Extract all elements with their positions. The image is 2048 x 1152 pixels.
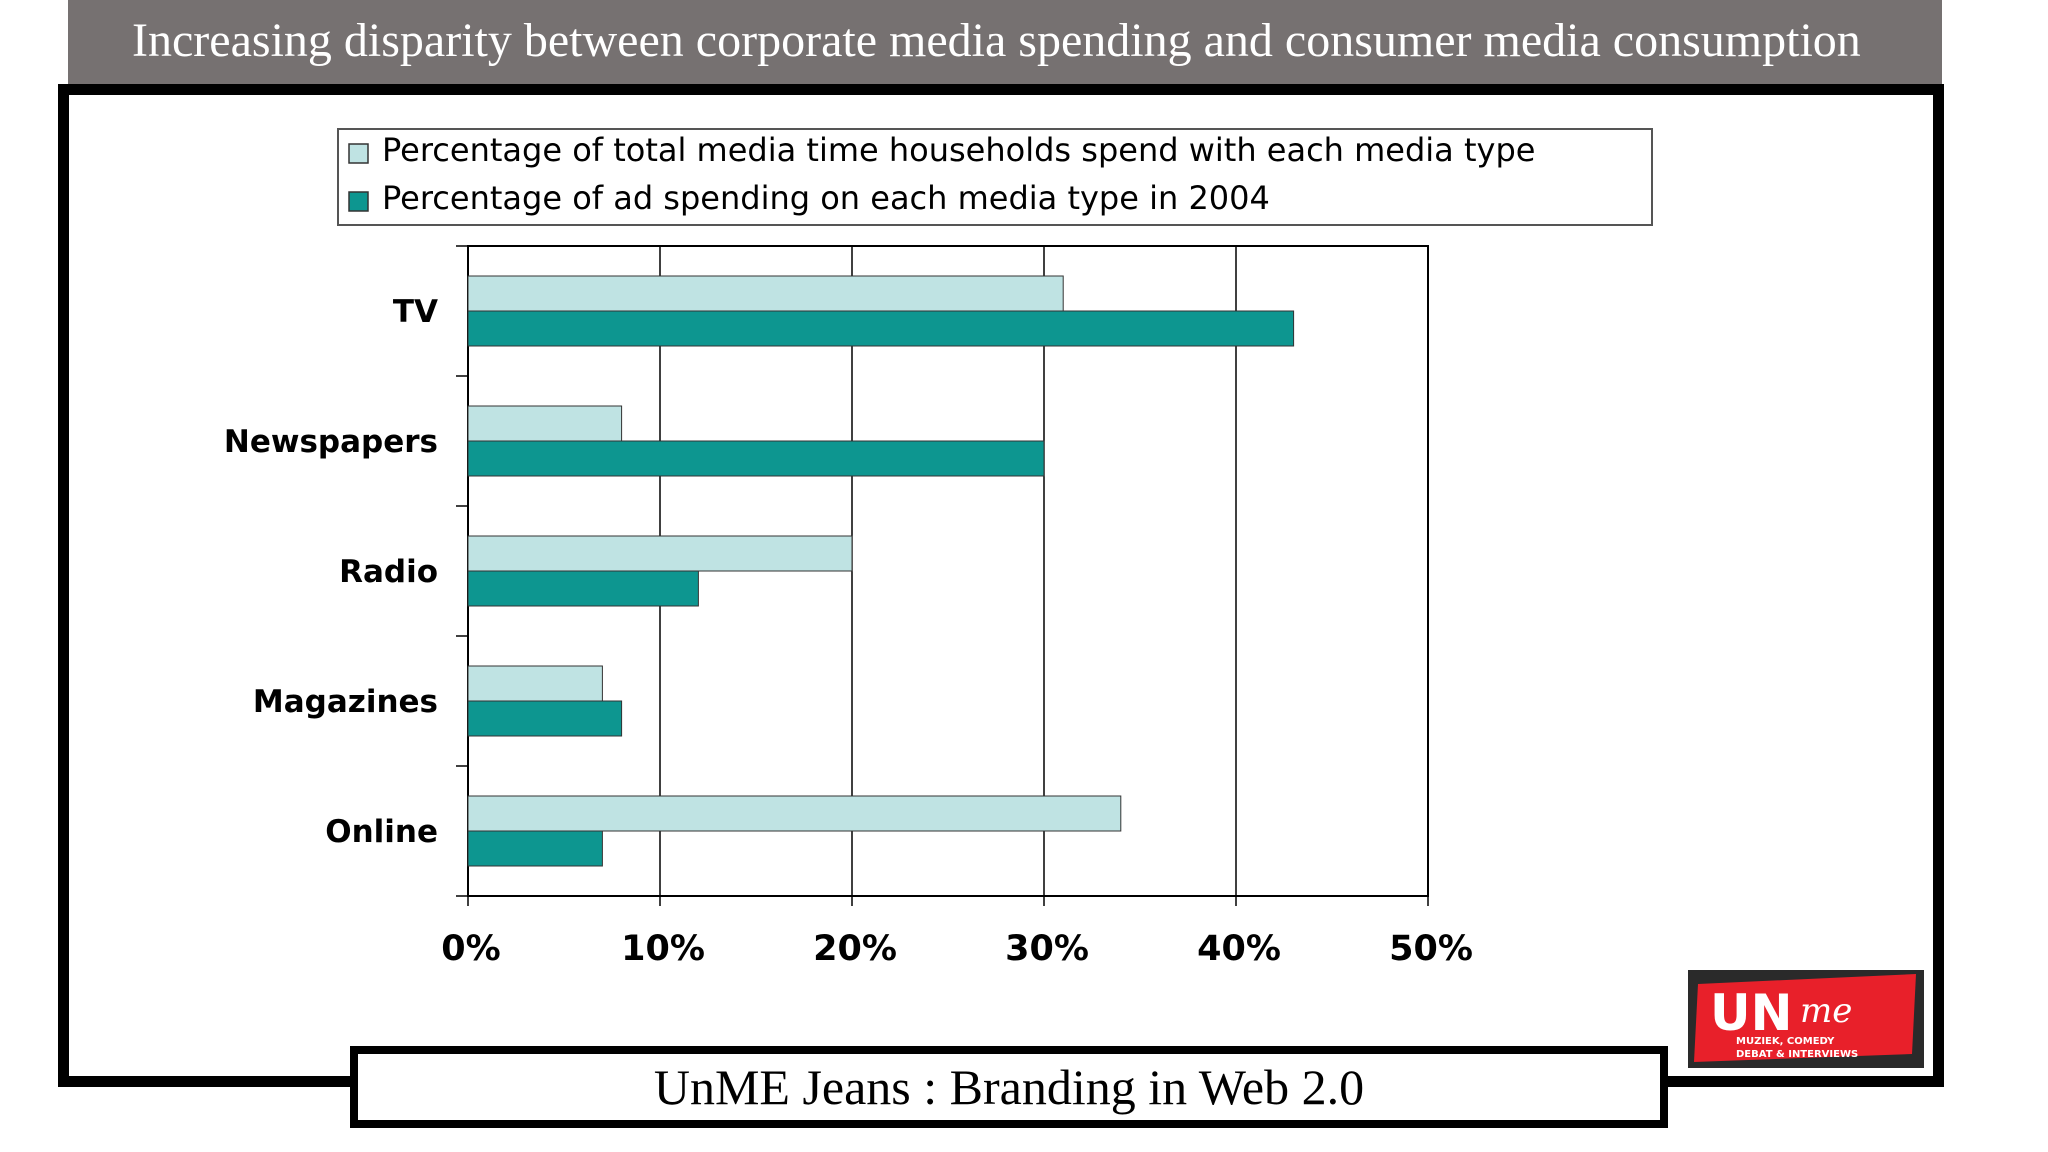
x-tick-label: 0% [441, 929, 500, 969]
bar [467, 275, 1064, 312]
bar [467, 795, 1122, 832]
bar [467, 310, 1295, 347]
bar [467, 405, 623, 442]
category-label: Radio [339, 554, 438, 590]
legend-box [337, 128, 1653, 226]
slide-title: Increasing disparity between corporate m… [132, 14, 1861, 67]
x-tick-label: 40% [1197, 929, 1281, 969]
bar [467, 700, 623, 737]
bar [467, 830, 603, 867]
chart-legend: Percentage of total media time household… [337, 128, 1653, 226]
bar [467, 440, 1045, 477]
logo-tagline-1: MUZIEK, COMEDY [1736, 1036, 1835, 1047]
category-label: TV [393, 294, 438, 330]
unme-logo: UN me MUZIEK, COMEDY DEBAT & INTERVIEWS [1688, 970, 1924, 1068]
x-tick-label: 30% [1005, 929, 1089, 969]
bar [467, 665, 603, 702]
category-label: Magazines [253, 684, 438, 720]
plot-area: TV Newspapers Radio Magazines Online 0% 10% 20%… [224, 245, 1473, 969]
x-tick-label: 20% [813, 929, 897, 969]
legend-swatch [348, 191, 369, 212]
x-tick-label: 10% [621, 929, 705, 969]
category-label: Online [325, 814, 438, 850]
x-tick-label: 50% [1389, 929, 1473, 969]
title-bar: Increasing disparity between corporate m… [68, 0, 1942, 84]
bar [467, 535, 853, 572]
legend-label: Percentage of total media time household… [382, 131, 1535, 169]
footer-banner: UnME Jeans : Branding in Web 2.0 [350, 1046, 1668, 1128]
logo-tagline-2: DEBAT & INTERVIEWS [1736, 1049, 1858, 1060]
legend-label: Percentage of ad spending on each media … [382, 179, 1270, 217]
category-label: Newspapers [224, 424, 438, 460]
logo-main-text: UN [1710, 984, 1792, 1042]
footer-title: UnME Jeans : Branding in Web 2.0 [653, 1059, 1365, 1115]
logo-script-text: me [1800, 991, 1852, 1031]
bar [467, 570, 699, 607]
legend-swatch [348, 143, 369, 164]
